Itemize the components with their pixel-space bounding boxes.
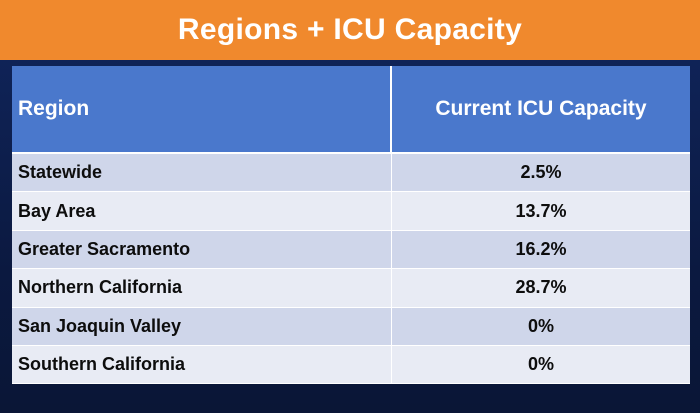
table-row: Northern California 28.7% [12, 269, 690, 308]
icu-capacity-table: Region Current ICU Capacity Statewide 2.… [12, 66, 690, 385]
region-cell: Northern California [12, 269, 392, 307]
table-row: San Joaquin Valley 0% [12, 307, 690, 346]
region-cell: Bay Area [12, 192, 392, 230]
table-header-row: Region Current ICU Capacity [12, 66, 690, 152]
title-bar: Regions + ICU Capacity [0, 0, 700, 60]
table-row: Statewide 2.5% [12, 154, 690, 193]
capacity-cell: 28.7% [392, 269, 690, 307]
slide-title: Regions + ICU Capacity [177, 13, 523, 46]
capacity-cell: 16.2% [392, 230, 690, 269]
table-row: Greater Sacramento 16.2% [12, 230, 690, 270]
capacity-cell: 2.5% [392, 154, 690, 192]
capacity-cell: 0% [392, 307, 690, 345]
capacity-cell: 0% [392, 345, 690, 384]
region-cell: Southern California [12, 345, 392, 384]
column-header-region: Region [12, 66, 392, 152]
region-cell: Greater Sacramento [12, 230, 392, 269]
header-divider [12, 152, 690, 154]
region-cell: Statewide [12, 154, 392, 192]
region-cell: San Joaquin Valley [12, 307, 392, 345]
capacity-cell: 13.7% [392, 192, 690, 230]
table-row: Bay Area 13.7% [12, 192, 690, 231]
column-header-capacity: Current ICU Capacity [392, 66, 690, 152]
table-row: Southern California 0% [12, 345, 690, 385]
